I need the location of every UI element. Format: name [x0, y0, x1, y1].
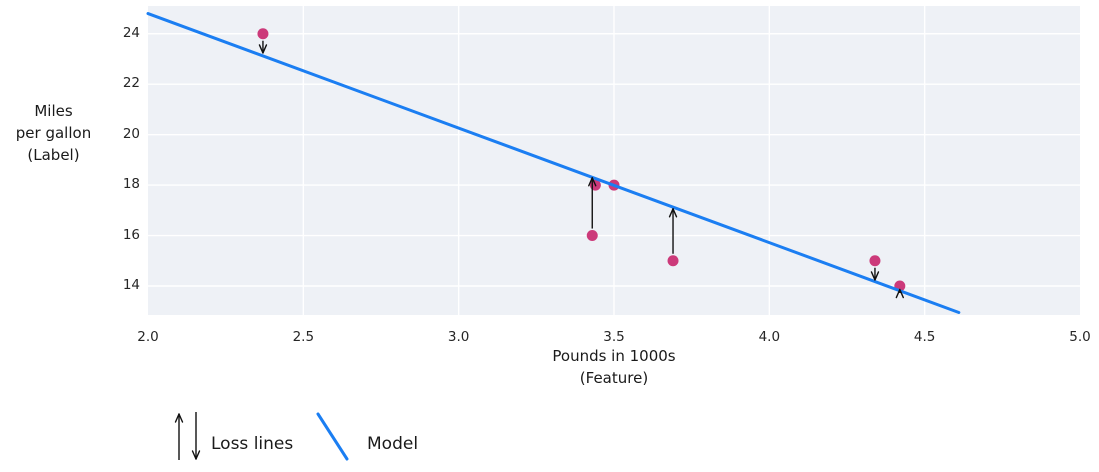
loss-arrow-head [895, 288, 901, 299]
y-axis-label-line-2: per gallon [15, 124, 92, 142]
data-point [257, 28, 269, 40]
model-line [146, 12, 961, 314]
legend-label-model: Model [367, 434, 419, 454]
loss-arrow-head [899, 288, 905, 299]
loss-lines-legend-down-arrow-icon-head [195, 450, 201, 460]
loss-arrow-head [874, 271, 880, 281]
y-axis-label-line-1: Miles [34, 102, 73, 120]
data-point [869, 255, 881, 267]
loss-arrow-head [258, 44, 264, 54]
loss-arrow-head [262, 44, 268, 54]
loss-lines-legend-up-arrow-icon-head [178, 413, 184, 423]
x-axis-label-line-2: (Feature) [579, 369, 649, 387]
data-point [667, 255, 679, 267]
loss-arrow-head [870, 271, 876, 281]
data-point [586, 230, 598, 242]
loss-arrow-head [668, 208, 674, 218]
loss-lines-legend-up-arrow-icon-head [174, 413, 180, 423]
model-legend-line-icon [316, 412, 349, 461]
loss-arrow-head [588, 177, 593, 187]
x-axis-label-line-1: Pounds in 1000s [552, 347, 676, 365]
y-axis-label-line-3: (Label) [27, 146, 80, 164]
y-axis-label: Miles per gallon (Label) [0, 100, 107, 166]
loss-arrow-head [591, 177, 597, 187]
x-axis-label: Pounds in 1000s (Feature) [464, 345, 764, 389]
loss-lines-legend-down-arrow-icon-head [191, 450, 197, 460]
legend-label-loss-lines: Loss lines [211, 434, 294, 454]
loss-arrow-head [672, 208, 678, 218]
